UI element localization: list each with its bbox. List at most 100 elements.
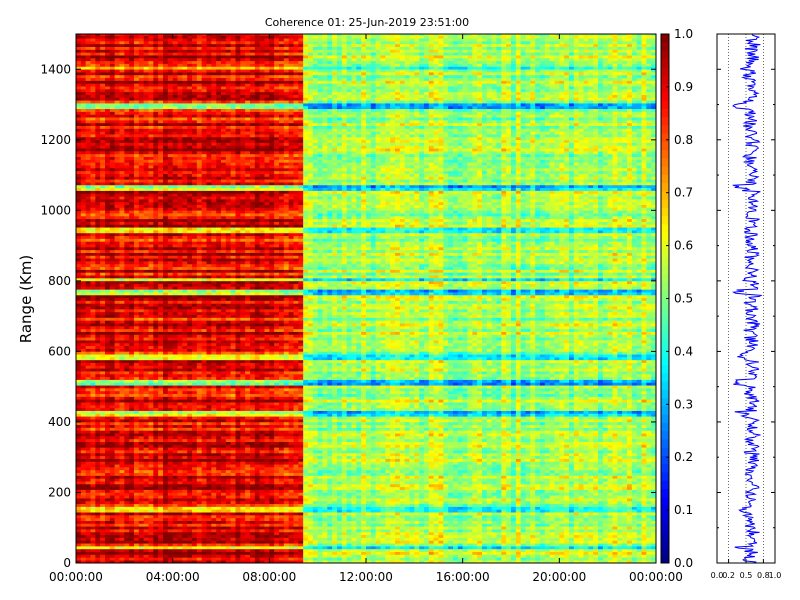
heatmap-cell bbox=[139, 363, 144, 366]
heatmap-cell bbox=[139, 495, 144, 498]
heatmap-cell bbox=[187, 442, 192, 445]
heatmap-cell bbox=[115, 391, 120, 394]
heatmap-cell bbox=[168, 267, 173, 270]
heatmap-cell bbox=[105, 436, 110, 439]
heatmap-cell bbox=[115, 535, 120, 538]
heatmap-cell bbox=[153, 148, 158, 151]
heatmap-cell bbox=[168, 272, 173, 275]
heatmap-cell bbox=[134, 382, 139, 385]
heatmap-cell bbox=[187, 202, 192, 205]
heatmap-cell bbox=[163, 287, 168, 290]
heatmap-cell bbox=[95, 411, 100, 414]
heatmap-cell bbox=[105, 538, 110, 541]
heatmap-cell bbox=[139, 66, 144, 69]
heatmap-cell bbox=[149, 185, 154, 188]
heatmap-cell bbox=[86, 394, 91, 397]
heatmap-cell bbox=[105, 185, 110, 188]
heatmap-cell bbox=[81, 58, 86, 61]
heatmap-cell bbox=[134, 250, 139, 253]
heatmap-cell bbox=[182, 222, 187, 225]
heatmap-cell bbox=[202, 349, 207, 352]
heatmap-cell bbox=[124, 425, 129, 428]
heatmap-cell bbox=[173, 255, 178, 258]
heatmap-cell bbox=[105, 193, 110, 196]
heatmap-cell bbox=[86, 50, 91, 53]
heatmap-cell bbox=[95, 351, 100, 354]
heatmap-cell bbox=[168, 490, 173, 493]
heatmap-cell bbox=[139, 81, 144, 84]
heatmap-cell bbox=[100, 467, 105, 470]
heatmap-cell bbox=[124, 213, 129, 216]
heatmap-cell bbox=[134, 97, 139, 100]
heatmap-cell bbox=[168, 318, 173, 321]
heatmap-cell bbox=[105, 267, 110, 270]
heatmap-cell bbox=[129, 95, 134, 98]
heatmap-cell bbox=[110, 312, 115, 315]
heatmap-cell bbox=[197, 484, 202, 487]
heatmap-cell bbox=[168, 492, 173, 495]
heatmap-cell bbox=[168, 425, 173, 428]
heatmap-cell bbox=[124, 408, 129, 411]
heatmap-cell bbox=[91, 507, 96, 510]
heatmap-cell bbox=[168, 343, 173, 346]
heatmap-cell bbox=[149, 385, 154, 388]
heatmap-cell bbox=[91, 165, 96, 168]
heatmap-cell bbox=[115, 492, 120, 495]
heatmap-cell bbox=[182, 78, 187, 81]
heatmap-cell bbox=[105, 351, 110, 354]
heatmap-cell bbox=[134, 408, 139, 411]
heatmap-cell bbox=[163, 250, 168, 253]
heatmap-cell bbox=[76, 436, 81, 439]
heatmap-cell bbox=[91, 261, 96, 264]
heatmap-cell bbox=[192, 402, 197, 405]
heatmap-cell bbox=[95, 61, 100, 64]
heatmap-cell bbox=[192, 447, 197, 450]
heatmap-cell bbox=[76, 97, 81, 100]
heatmap-cell bbox=[168, 295, 173, 298]
heatmap-cell bbox=[149, 487, 154, 490]
heatmap-cell bbox=[187, 270, 192, 273]
heatmap-cell bbox=[86, 227, 91, 230]
heatmap-cell bbox=[187, 306, 192, 309]
heatmap-cell bbox=[187, 459, 192, 462]
heatmap-cell bbox=[115, 199, 120, 202]
heatmap-cell bbox=[173, 97, 178, 100]
heatmap-cell bbox=[134, 270, 139, 273]
heatmap-cell bbox=[173, 92, 178, 95]
heatmap-cell bbox=[86, 526, 91, 529]
heatmap-cell bbox=[139, 154, 144, 157]
heatmap-cell bbox=[134, 442, 139, 445]
heatmap-cell bbox=[124, 267, 129, 270]
heatmap-cell bbox=[153, 509, 158, 512]
heatmap-cell bbox=[197, 425, 202, 428]
heatmap-cell bbox=[139, 301, 144, 304]
heatmap-cell bbox=[178, 428, 183, 431]
heatmap-cell bbox=[144, 69, 149, 72]
heatmap-cell bbox=[115, 253, 120, 256]
heatmap-cell bbox=[178, 495, 183, 498]
heatmap-cell bbox=[110, 35, 115, 38]
heatmap-cell bbox=[100, 35, 105, 38]
heatmap-cell bbox=[139, 405, 144, 408]
heatmap-cell bbox=[163, 366, 168, 369]
heatmap-cell bbox=[100, 81, 105, 84]
heatmap-cell bbox=[178, 117, 183, 120]
heatmap-cell bbox=[153, 287, 158, 290]
heatmap-cell bbox=[153, 191, 158, 194]
heatmap-cell bbox=[158, 284, 163, 287]
heatmap-cell bbox=[202, 363, 207, 366]
heatmap-cell bbox=[202, 405, 207, 408]
heatmap-cell bbox=[149, 236, 154, 239]
heatmap-cell bbox=[100, 145, 105, 148]
heatmap-cell bbox=[168, 419, 173, 422]
heatmap-cell bbox=[110, 315, 115, 318]
heatmap-cell bbox=[115, 445, 120, 448]
heatmap-cell bbox=[168, 213, 173, 216]
heatmap-cell bbox=[100, 287, 105, 290]
heatmap-cell bbox=[129, 230, 134, 233]
heatmap-cell bbox=[81, 405, 86, 408]
heatmap-cell bbox=[86, 445, 91, 448]
heatmap-cell bbox=[153, 315, 158, 318]
heatmap-cell bbox=[76, 405, 81, 408]
heatmap-cell bbox=[105, 208, 110, 211]
